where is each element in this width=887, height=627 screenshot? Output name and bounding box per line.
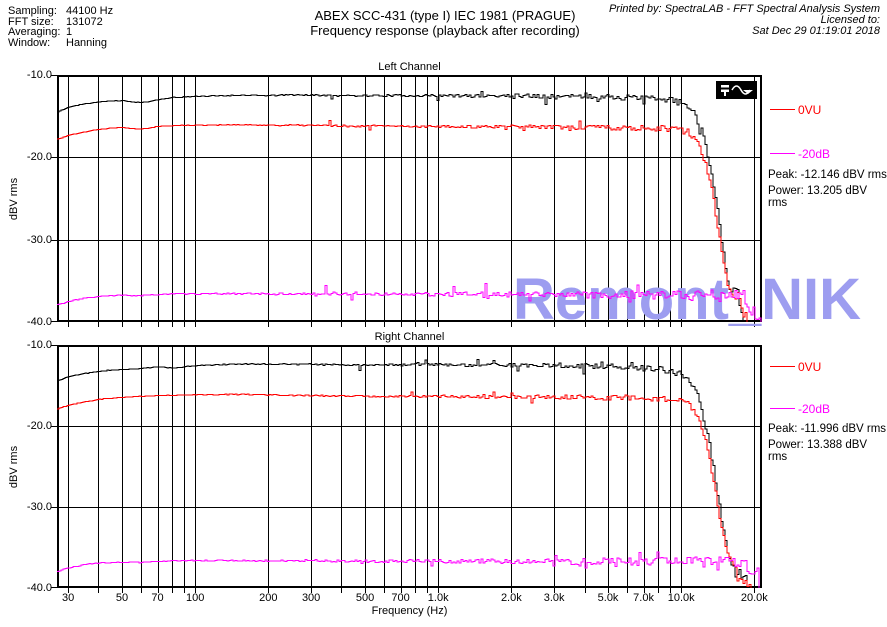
x-tick-label: 20.0k — [740, 592, 768, 604]
chart-title: Right Channel — [374, 331, 445, 343]
report-title-line2: Frequency response (playback after recor… — [310, 23, 580, 38]
param-value: 131072 — [66, 15, 103, 28]
y-tick-label: -40.0 — [26, 582, 52, 594]
param-value: Hanning — [66, 36, 107, 49]
plot-curves — [57, 358, 760, 588]
y-tick-label: -10.0 — [26, 339, 52, 351]
y-tick-label: -20.0 — [26, 420, 52, 432]
report-title-line1: ABEX SCC-431 (type I) IEC 1981 (PRAGUE) — [314, 8, 576, 23]
legend-label-0vu: 0VU — [798, 360, 822, 374]
y-tick-label: -30.0 — [26, 233, 52, 246]
x-tick-label: 50 — [115, 592, 129, 604]
plot-curves — [57, 90, 762, 322]
x-tick-label: 200 — [259, 592, 278, 604]
legend-label-minus20db: -20dB — [798, 402, 831, 416]
y-tick-label: -40.0 — [26, 316, 52, 328]
analysis-parameters: Sampling: 44100 Hz FFT size: 131072 Aver… — [8, 6, 113, 48]
x-tick-label: 10.0k — [667, 592, 695, 604]
printed-by: Printed by: SpectraLAB - FFT Spectral An… — [608, 3, 880, 15]
series--20dB — [57, 551, 760, 588]
param-row: Window: Hanning — [8, 36, 113, 49]
x-tick-label: 2.0k — [500, 592, 522, 604]
plot-grid — [51, 345, 762, 593]
print-date: Sat Dec 29 01:19:01 2018 — [752, 25, 880, 37]
param-value: 1 — [66, 26, 73, 38]
param-row: Averaging: 1 — [8, 27, 113, 38]
waveform-glyph — [716, 81, 757, 99]
series-0VU — [57, 120, 748, 322]
series--20dB — [57, 283, 762, 322]
peak-readout: Peak: -11.996 dBV rms — [768, 423, 887, 435]
param-label: FFT size: — [8, 15, 54, 28]
y-tick-label: -10.0 — [26, 69, 52, 81]
param-row: FFT size: 131072 — [8, 15, 113, 28]
series-0VU — [57, 391, 752, 588]
series-playback-response — [57, 90, 744, 322]
y-tick-label: -20.0 — [26, 151, 52, 164]
param-label: Averaging: — [8, 26, 61, 38]
param-label: Window: — [8, 36, 51, 49]
x-tick-label: 3.0k — [543, 592, 565, 604]
y-axis-label: dBV rms — [8, 445, 20, 488]
series-playback-response — [57, 358, 748, 583]
x-tick-label: 70 — [151, 592, 164, 604]
report-title: ABEX SCC-431 (type I) IEC 1981 (PRAGUE) … — [250, 8, 640, 38]
legend-line-0vu — [770, 366, 795, 367]
legend-label-0vu: 0VU — [798, 103, 822, 117]
y-tick-label: -30.0 — [26, 501, 52, 513]
legend-line-minus20db — [770, 153, 795, 154]
power-readout: Power: 13.205 dBV rms — [768, 185, 868, 209]
legend-line-minus20db — [770, 408, 795, 409]
x-tick-label: 5.0k — [597, 592, 619, 604]
param-value: 44100 Hz — [66, 5, 114, 17]
legend-line-0vu — [770, 109, 795, 110]
peak-readout: Peak: -12.146 dBV rms — [768, 169, 887, 181]
watermark: Remont_NIK — [513, 267, 862, 332]
print-info: Printed by: SpectraLAB - FFT Spectral An… — [609, 4, 880, 37]
param-label: Sampling: — [8, 5, 57, 17]
power-readout: Power: 13.388 dBV rms — [768, 439, 868, 463]
y-axis-label: dBV rms — [8, 177, 20, 220]
x-tick-label: 7.0k — [633, 592, 654, 604]
x-tick-label: 1.0k — [427, 592, 449, 604]
x-axis-label: Frequency (Hz) — [371, 605, 448, 617]
x-tick-label: 100 — [185, 592, 205, 604]
x-tick-label: 300 — [301, 592, 321, 604]
plot-grid — [51, 75, 762, 327]
signal-waveform-icon — [716, 81, 757, 99]
chart-title: Left Channel — [378, 61, 441, 73]
legend-label-minus20db: -20dB — [798, 147, 831, 161]
param-row: Sampling: 44100 Hz — [8, 6, 113, 17]
licensed-to: Licensed to: — [820, 14, 880, 26]
x-tick-label: 30 — [61, 592, 75, 604]
x-tick-label: 700 — [391, 592, 410, 604]
x-tick-label: 500 — [355, 592, 375, 604]
